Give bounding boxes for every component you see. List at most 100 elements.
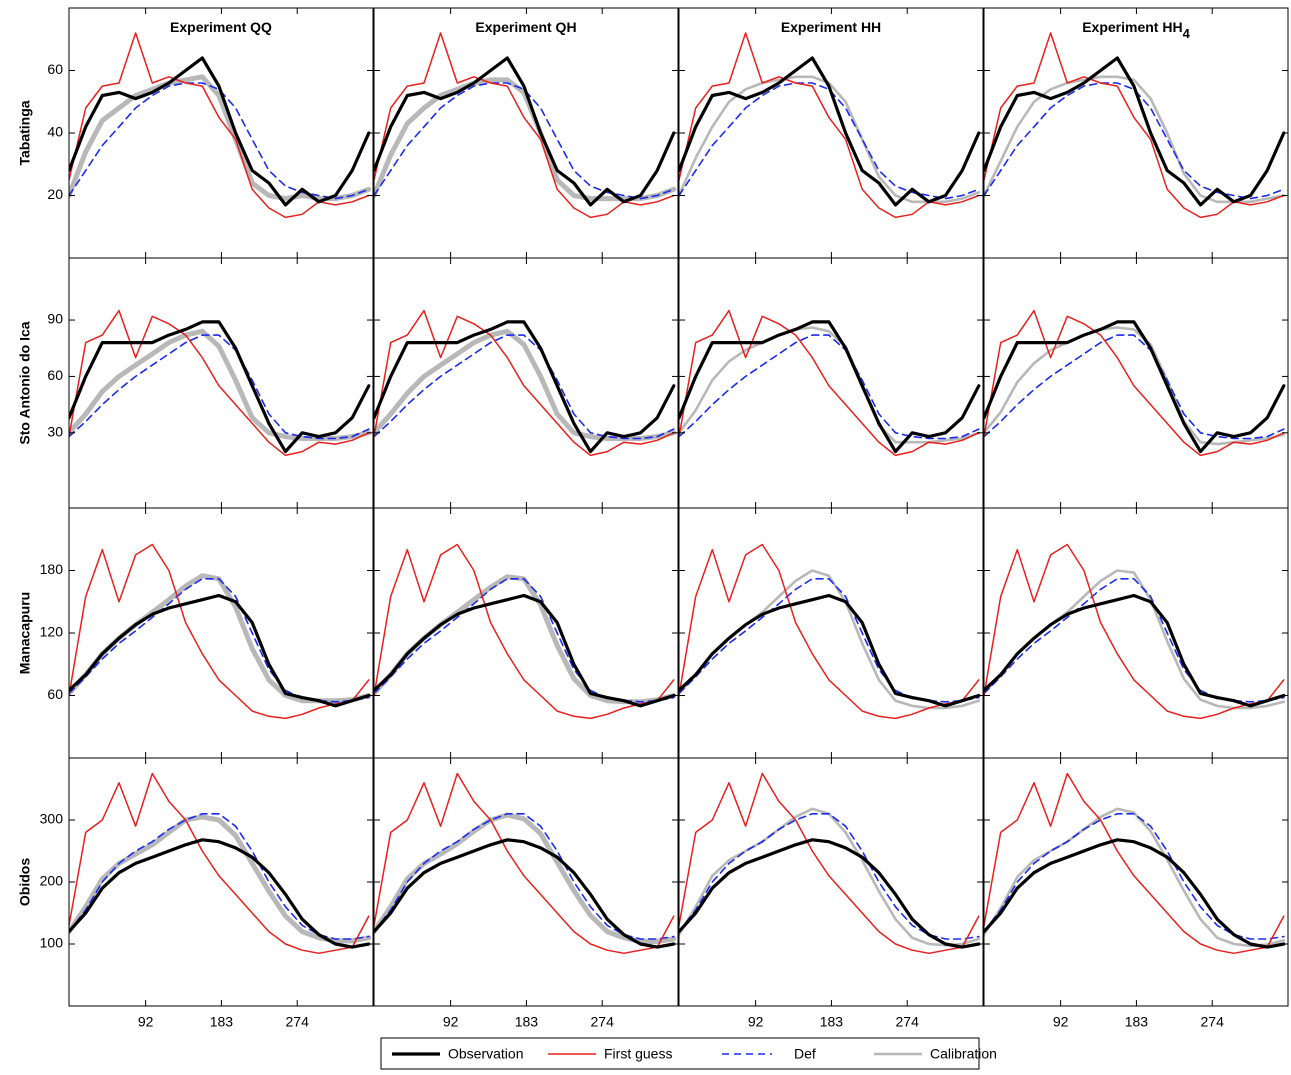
row-label: Obidos xyxy=(17,858,33,906)
x-tick-label: 183 xyxy=(1125,1014,1149,1030)
panel-frame xyxy=(983,757,1289,1007)
series-line xyxy=(984,32,1285,219)
series-line xyxy=(984,838,1286,949)
x-tick-label: 183 xyxy=(515,1014,539,1030)
series-line xyxy=(984,813,1285,940)
column-title-subscript: 4 xyxy=(1183,26,1191,41)
panel xyxy=(69,543,372,720)
series-line xyxy=(69,32,370,219)
series-line xyxy=(679,320,981,454)
series-line xyxy=(69,320,371,454)
column-title: Experiment HH4 xyxy=(1082,19,1190,42)
panel xyxy=(679,32,981,219)
series-line xyxy=(374,56,676,207)
y-tick-label: 60 xyxy=(47,61,63,77)
x-tick-label: 274 xyxy=(286,1014,310,1030)
panel-frame xyxy=(678,257,984,509)
series-line xyxy=(984,772,1285,955)
series-line xyxy=(984,334,1285,440)
panel-frame xyxy=(678,507,984,759)
calibration-line xyxy=(984,75,1286,204)
x-tick-label: 274 xyxy=(896,1014,920,1030)
x-tick-label: 92 xyxy=(748,1014,764,1030)
panel xyxy=(374,543,677,720)
series-line xyxy=(374,32,675,219)
panel xyxy=(984,772,1286,955)
y-tick-label: 200 xyxy=(40,873,64,889)
panel-frame xyxy=(373,507,679,759)
y-tick-label: 180 xyxy=(40,561,64,577)
panel xyxy=(679,772,981,955)
series-line xyxy=(679,82,980,200)
column-title: Experiment QQ xyxy=(170,19,272,35)
series-line xyxy=(374,593,676,708)
series-line xyxy=(984,320,1286,454)
series-line xyxy=(679,813,980,940)
series-line xyxy=(374,838,676,949)
series-line xyxy=(69,56,371,207)
series-line xyxy=(374,772,675,955)
column-title-text: Experiment HH xyxy=(1082,19,1182,35)
series-line xyxy=(69,543,370,720)
x-tick-label: 92 xyxy=(1053,1014,1069,1030)
y-tick-label: 120 xyxy=(40,624,64,640)
panel-frame xyxy=(68,507,374,759)
panel-frame xyxy=(678,757,984,1007)
y-tick-label: 90 xyxy=(47,311,63,327)
series-line xyxy=(69,593,371,708)
row-label: Tabatinga xyxy=(17,100,33,165)
x-tick-label: 274 xyxy=(591,1014,615,1030)
x-tick-label: 183 xyxy=(210,1014,234,1030)
panel-frame xyxy=(983,7,1289,259)
series-line xyxy=(374,813,675,940)
panel xyxy=(679,543,981,720)
series-line xyxy=(374,543,675,720)
series-line xyxy=(984,578,1285,703)
panel xyxy=(984,543,1286,720)
panel-frame xyxy=(373,757,679,1007)
series-line xyxy=(984,56,1286,207)
y-tick-label: 20 xyxy=(47,186,63,202)
panel xyxy=(679,309,981,457)
calibration-line xyxy=(679,569,981,710)
panel xyxy=(69,32,372,219)
x-tick-label: 92 xyxy=(443,1014,459,1030)
series-line xyxy=(69,309,370,457)
series-line xyxy=(69,334,370,440)
series-line xyxy=(679,543,980,720)
series-line xyxy=(679,56,981,207)
y-tick-label: 100 xyxy=(40,935,64,951)
row-label: Manacapuru xyxy=(17,592,33,674)
series-line xyxy=(69,82,370,200)
calibration-line xyxy=(679,75,981,204)
series-line xyxy=(984,593,1286,708)
panel-frame xyxy=(68,7,374,259)
column-title: Experiment QH xyxy=(475,19,576,35)
series-line xyxy=(374,334,675,440)
x-tick-label: 92 xyxy=(138,1014,154,1030)
series-line xyxy=(679,32,980,219)
panel xyxy=(374,772,677,955)
x-tick-label: 274 xyxy=(1201,1014,1225,1030)
calibration-line xyxy=(69,74,372,202)
series-line xyxy=(679,772,980,955)
series-line xyxy=(984,82,1285,200)
panel xyxy=(374,309,677,457)
y-tick-label: 60 xyxy=(47,367,63,383)
y-tick-label: 40 xyxy=(47,124,63,140)
column-title-text: Experiment HH xyxy=(781,19,881,35)
panel-frame xyxy=(983,507,1289,759)
legend-label: Observation xyxy=(448,1046,523,1062)
panel xyxy=(374,32,677,219)
calibration-line xyxy=(374,77,677,202)
legend-label: First guess xyxy=(604,1046,672,1062)
series-line xyxy=(679,838,981,949)
series-line xyxy=(984,543,1285,720)
panel-frame xyxy=(678,7,984,259)
column-title-text: Experiment QQ xyxy=(170,19,272,35)
legend-label: Def xyxy=(794,1046,816,1062)
series-line xyxy=(984,309,1285,457)
y-tick-label: 300 xyxy=(40,811,64,827)
y-tick-label: 30 xyxy=(47,424,63,440)
series-line xyxy=(69,838,371,949)
